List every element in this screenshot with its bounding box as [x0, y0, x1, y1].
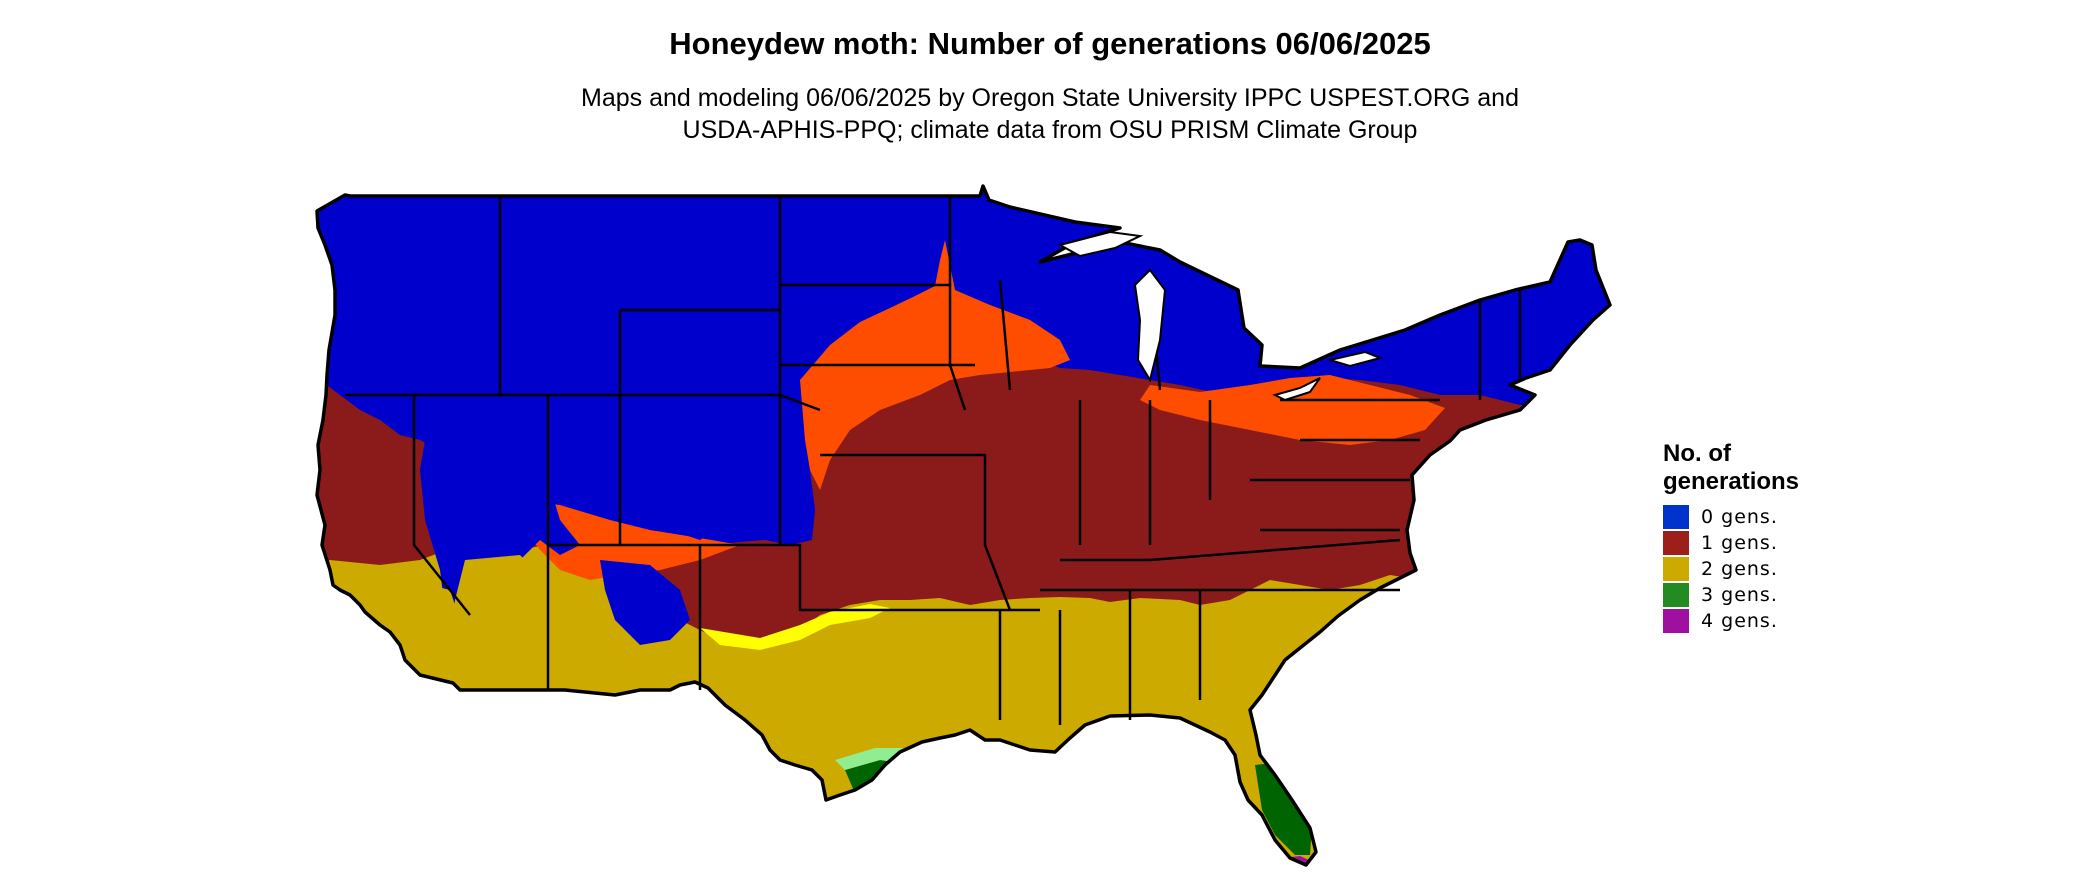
legend-item-1-gens: 1 gens.: [1663, 530, 1799, 556]
map-title: Honeydew moth: Number of generations 06/…: [669, 26, 1431, 61]
legend: No. of generations 0 gens. 1 gens. 2 gen…: [1663, 440, 1799, 634]
great-lakes: [1057, 230, 1384, 402]
legend-items: 0 gens. 1 gens. 2 gens. 3 gens. 4 gens.: [1663, 504, 1799, 634]
map-subtitle-line-2: USDA-APHIS-PPQ; climate data from OSU PR…: [682, 116, 1418, 144]
legend-swatch-2-gens: [1663, 557, 1689, 581]
map-subtitle-line-1: Maps and modeling 06/06/2025 by Oregon S…: [581, 84, 1519, 112]
lake-ontario: [1326, 350, 1384, 368]
legend-item-0-gens: 0 gens.: [1663, 504, 1799, 530]
border-tn-ky: [1060, 538, 1401, 562]
legend-swatch-1-gens: [1663, 531, 1689, 555]
zone-zero-gens-rockies: [640, 395, 740, 540]
zone-partial-orange-west: [520, 500, 740, 580]
coastline-outline: [315, 184, 1612, 867]
legend-item-3-gens: 3 gens.: [1663, 582, 1799, 608]
legend-item-4-gens: 4 gens.: [1663, 608, 1799, 634]
zone-partial-orange-east: [1140, 375, 1445, 445]
legend-label-2-gens: 2 gens.: [1701, 558, 1778, 580]
legend-title-line-1: No. of: [1663, 440, 1731, 467]
zone-two-gens-arizona: [450, 555, 620, 690]
border-sd-ne-ia: [780, 283, 967, 411]
zone-two-gens-california: [420, 585, 465, 680]
legend-label-3-gens: 3 gens.: [1701, 584, 1778, 606]
legend-label-4-gens: 4 gens.: [1701, 610, 1778, 632]
legend-swatch-4-gens: [1663, 609, 1689, 633]
zone-zero-gens-southwest: [420, 400, 580, 610]
northern-tier-border: [345, 393, 821, 412]
us-generations-map: [315, 184, 1612, 867]
border-ks-mo: [820, 453, 1012, 611]
state-borders: [345, 196, 1522, 725]
border-co-ks-ok: [620, 543, 1040, 612]
legend-label-0-gens: 0 gens.: [1701, 506, 1778, 528]
lake-superior: [1057, 230, 1144, 258]
lake-erie: [1272, 377, 1321, 402]
legend-swatch-3-gens: [1663, 583, 1689, 607]
legend-label-1-gens: 1 gens.: [1701, 532, 1778, 554]
legend-swatch-0-gens: [1663, 505, 1689, 529]
border-mn-wi: [998, 279, 1012, 391]
lake-michigan: [1133, 268, 1167, 383]
border-ca-nv: [412, 395, 471, 616]
zone-three-gens-florida: [1255, 762, 1312, 855]
legend-item-2-gens: 2 gens.: [1663, 556, 1799, 582]
legend-title-line-2: generations: [1663, 468, 1800, 495]
zone-transition-yellow: [700, 604, 890, 650]
zone-three-gens-texas: [845, 760, 935, 850]
zone-zero-gens-new-mexico: [600, 560, 690, 645]
